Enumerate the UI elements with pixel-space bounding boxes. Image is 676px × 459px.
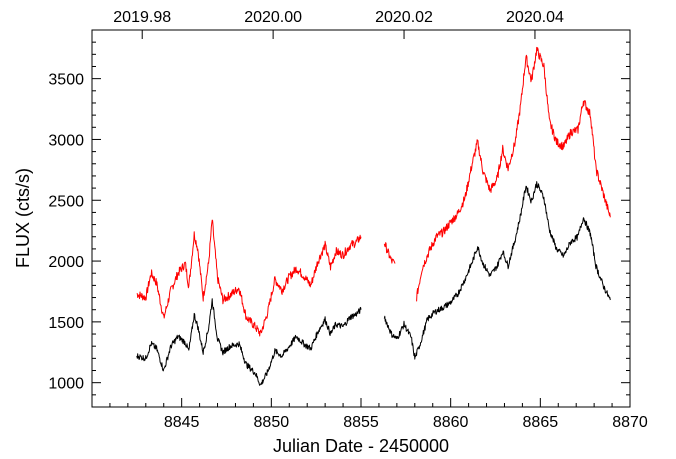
top-tick-label: 2020.02 (375, 9, 433, 26)
black-light-curve (383, 181, 611, 360)
y-tick-label: 3000 (48, 132, 84, 149)
top-tick-label: 2020.00 (244, 9, 302, 26)
y-tick-label: 1000 (48, 376, 84, 393)
y-tick-label: 3500 (48, 72, 84, 89)
red-light-curve (383, 242, 396, 264)
series-layer (136, 46, 611, 386)
black-light-curve (136, 298, 362, 386)
axis-ticks (92, 30, 631, 407)
x-axis-label: Julian Date - 2450000 (273, 436, 449, 456)
plot-frame (91, 29, 631, 408)
x-tick-label: 8860 (433, 414, 469, 431)
y-tick-label: 2000 (48, 254, 84, 271)
axis-tick-labels: 8845 8850 8855 8860 8865 8870 1000 1500 2000 2500… (48, 9, 647, 431)
y-tick-label: 1500 (48, 315, 84, 332)
x-tick-label: 8850 (254, 414, 290, 431)
y-axis-label: FLUX (cts/s) (13, 168, 33, 268)
x-tick-label: 8870 (612, 414, 648, 431)
x-tick-label: 8855 (343, 414, 379, 431)
y-tick-label: 2500 (48, 193, 84, 210)
red-light-curve (136, 219, 362, 337)
x-tick-label: 8845 (164, 414, 200, 431)
top-tick-label: 2020.04 (506, 9, 564, 26)
top-tick-label: 2019.98 (113, 9, 171, 26)
red-light-curve (416, 46, 611, 302)
x-tick-label: 8865 (523, 414, 559, 431)
